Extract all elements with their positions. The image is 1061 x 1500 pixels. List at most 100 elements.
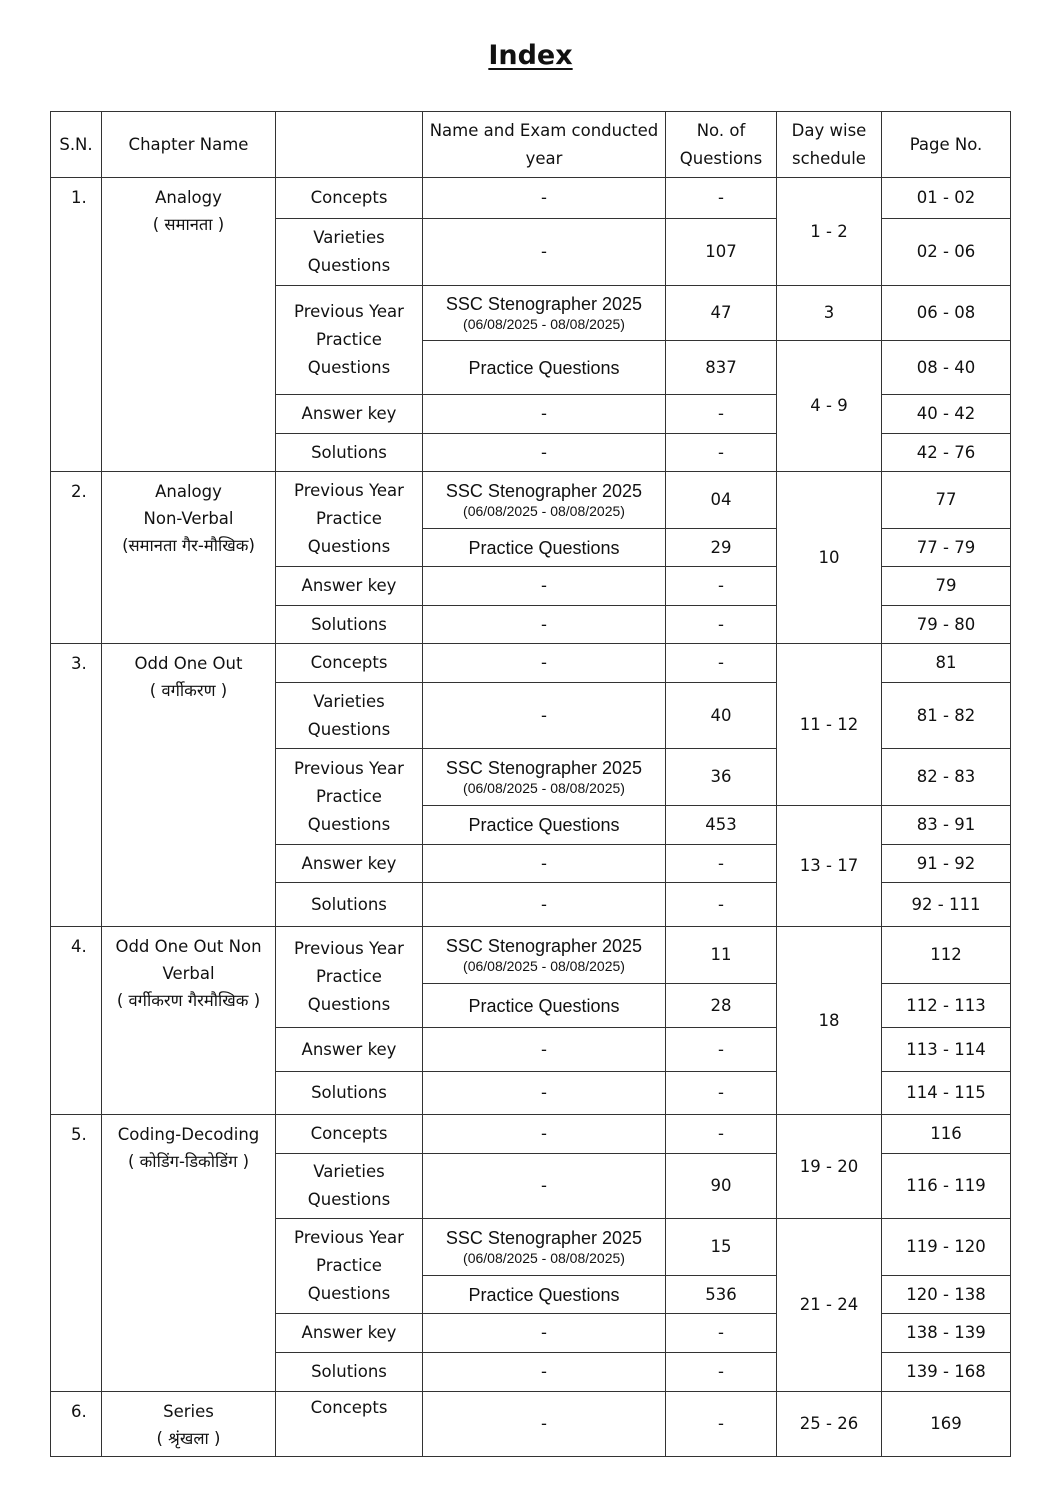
page-title: Index <box>488 40 573 71</box>
exam-title: Practice Questions <box>468 1284 620 1305</box>
exam-title: SSC Stenographer 2025 <box>445 758 643 778</box>
section-name: Solutions <box>275 1352 423 1392</box>
page-number: 119 - 120 <box>881 1218 1011 1276</box>
table-row: Answer key - - 40 - 42 <box>51 394 1011 434</box>
section-name: Previous Year Practice Questions <box>275 1218 423 1314</box>
question-count: - <box>665 433 777 472</box>
table-row: 2. Analogy Non-Verbal (समानता गैर-मौखिक) Pre… <box>50 471 1011 644</box>
question-count: - <box>665 882 777 927</box>
section-name: Previous Year Practice Questions <box>275 748 423 845</box>
table-row: Previous Year Practice Questions SSC Sten… <box>51 748 1011 845</box>
page-number: 138 - 139 <box>881 1313 1011 1353</box>
day-schedule: 25 - 26 <box>776 1391 882 1457</box>
section-name: Concepts <box>275 1114 423 1154</box>
section-name: Solutions <box>275 1071 423 1115</box>
table-row: 4. Odd One Out Non Verbal ( वर्गीकरण गैरमौख… <box>50 926 1011 1115</box>
page-number: 02 - 06 <box>881 218 1011 286</box>
table-row: Answer key - - 91 - 92 <box>51 844 1011 883</box>
table-row: Varieties Questions - 107 02 - 06 <box>51 218 1011 286</box>
section-name: Solutions <box>275 882 423 927</box>
chapter-name: Analogy Non-Verbal (समानता गैर-मौखिक) <box>101 471 276 644</box>
section-name: Solutions <box>275 605 423 644</box>
table-row: 3. Odd One Out( वर्गीकरण ) Concepts - -11 - … <box>50 643 1011 927</box>
question-count: - <box>665 643 777 683</box>
section-name: Solutions <box>275 433 423 472</box>
page-number: 79 - 80 <box>881 605 1011 644</box>
question-count: 36 <box>665 748 777 806</box>
page-number: 08 - 40 <box>881 340 1011 395</box>
day-schedule: 19 - 20 <box>776 1114 882 1219</box>
exam-name: - <box>422 1114 666 1154</box>
exam-title: - <box>541 614 547 634</box>
day-schedule: 18 <box>776 926 882 1115</box>
exam-title: - <box>541 653 547 672</box>
section-name: Previous Year Practice Questions <box>275 926 423 1028</box>
question-count: 453 <box>665 805 777 845</box>
page-number: 81 <box>881 643 1011 683</box>
section-name: Varieties Questions <box>275 682 423 749</box>
question-count: 11 <box>665 926 777 984</box>
page-number: 77 - 79 <box>881 528 1011 567</box>
day-schedule: 4 - 9 <box>776 340 882 472</box>
serial-number: 4. <box>50 926 102 1115</box>
chapter-name-line: ( वर्गीकरण ) <box>149 681 228 700</box>
serial-number: 3. <box>50 643 102 927</box>
exam-title: - <box>541 853 547 873</box>
exam-name: Practice Questions <box>422 805 666 845</box>
question-count: 107 <box>665 218 777 286</box>
index-table: S.N. Chapter Name Name and Exam conducte… <box>50 111 1011 1457</box>
page-number: 79 <box>881 566 1011 606</box>
section-name: Concepts <box>275 643 423 683</box>
question-count: - <box>665 177 777 219</box>
question-count: - <box>665 1114 777 1154</box>
table-row: 5. Coding-Decoding ( कोडिंग-डिकोडिंग ) Conc… <box>50 1114 1011 1392</box>
exam-name: - <box>422 1071 666 1115</box>
exam-title: - <box>541 1124 547 1143</box>
question-count: - <box>665 394 777 434</box>
question-count: - <box>665 1071 777 1115</box>
exam-name: SSC Stenographer 2025 (06/08/2025 - 08/08… <box>422 285 666 341</box>
exam-name: - <box>422 605 666 644</box>
exam-title: - <box>541 242 547 261</box>
exam-title: - <box>541 705 547 725</box>
exam-name: - <box>422 394 666 434</box>
exam-date-range: (06/08/2025 - 08/08/2025) <box>463 1250 625 1266</box>
question-count: - <box>665 844 777 883</box>
page-number: 82 - 83 <box>881 748 1011 806</box>
chapter-name-line: ( कोडिंग-डिकोडिंग ) <box>127 1152 250 1171</box>
section-name: Previous Year Practice Questions <box>275 471 423 567</box>
chapter-name: Odd One Out ( वर्गीकरण ) <box>101 643 276 927</box>
section-name: Answer key <box>275 566 423 606</box>
page-number: 114 - 115 <box>881 1071 1011 1115</box>
header-sn: S.N. <box>50 111 102 178</box>
exam-title: SSC Stenographer 2025 <box>445 1228 643 1248</box>
page-number: 01 - 02 <box>881 177 1011 219</box>
exam-name: Practice Questions <box>422 1275 666 1314</box>
exam-name: - <box>422 682 666 749</box>
header-question-count: No. of Questions <box>665 111 777 178</box>
exam-name: - <box>422 1027 666 1072</box>
question-count: 536 <box>665 1275 777 1314</box>
table-row: Answer key - - 138 - 139 <box>51 1313 1011 1353</box>
question-count: - <box>665 1391 777 1457</box>
section-name: Answer key <box>275 1313 423 1353</box>
chapter-name-line: Series <box>163 1402 214 1421</box>
section-name: Previous Year Practice Questions <box>275 285 423 395</box>
page-number: 42 - 76 <box>881 433 1011 472</box>
exam-title: - <box>541 404 547 423</box>
chapter-name: Odd One Out Non Verbal ( वर्गीकरण गैरमौखिक… <box>101 926 276 1115</box>
question-count: - <box>665 1313 777 1353</box>
page-number: 116 - 119 <box>881 1153 1011 1219</box>
table-row: Solutions - - 114 - 115 <box>51 1071 1011 1115</box>
chapter-name-line: ( वर्गीकरण गैरमौखिक ) <box>116 991 261 1010</box>
exam-title: SSC Stenographer 2025 <box>445 936 643 956</box>
exam-title: - <box>541 576 547 595</box>
exam-title: SSC Stenographer 2025 <box>445 294 643 314</box>
exam-name: SSC Stenographer 2025 (06/08/2025 - 08/08… <box>422 1218 666 1276</box>
page-number: 113 - 114 <box>881 1027 1011 1072</box>
exam-name: - <box>422 218 666 286</box>
question-count: 29 <box>665 528 777 567</box>
chapter-name-line: Analogy <box>155 482 222 501</box>
page-number: 83 - 91 <box>881 805 1011 845</box>
exam-name: Practice Questions <box>422 340 666 395</box>
